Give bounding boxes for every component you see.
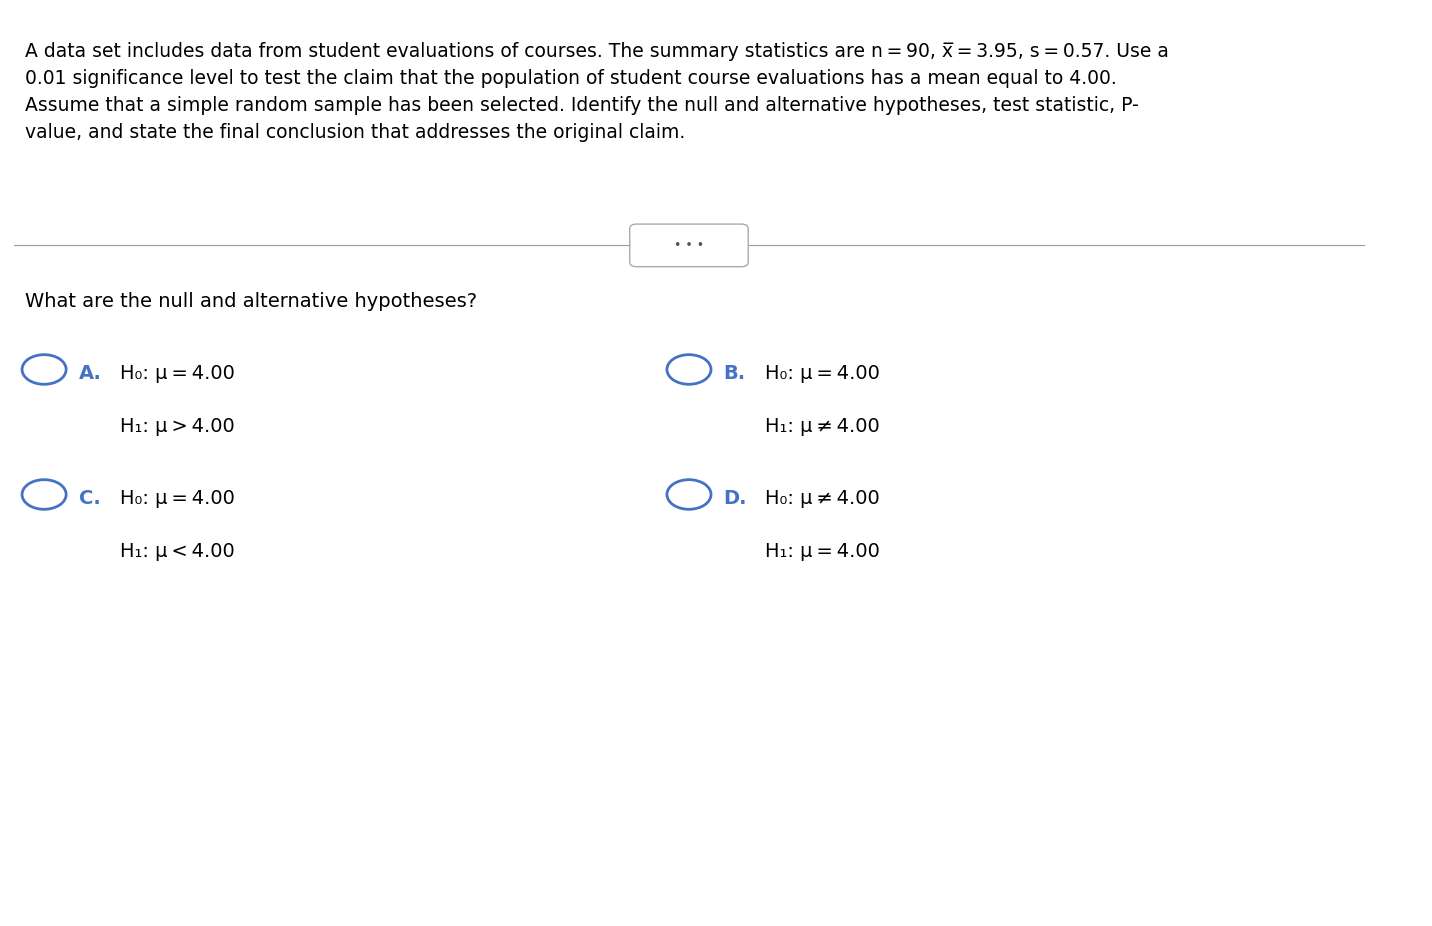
Text: H₀: μ ≠ 4.00: H₀: μ ≠ 4.00 xyxy=(765,489,879,508)
Text: What are the null and alternative hypotheses?: What are the null and alternative hypoth… xyxy=(24,292,477,311)
Text: D.: D. xyxy=(723,489,748,508)
Text: A.: A. xyxy=(79,364,102,383)
Text: H₀: μ = 4.00: H₀: μ = 4.00 xyxy=(120,489,235,508)
Text: H₁: μ ≠ 4.00: H₁: μ ≠ 4.00 xyxy=(765,417,879,436)
Text: • • •: • • • xyxy=(674,239,705,252)
Text: H₁: μ = 4.00: H₁: μ = 4.00 xyxy=(765,542,879,561)
Text: H₀: μ = 4.00: H₀: μ = 4.00 xyxy=(120,364,235,383)
Text: B.: B. xyxy=(723,364,746,383)
Text: H₀: μ = 4.00: H₀: μ = 4.00 xyxy=(765,364,879,383)
Text: H₁: μ < 4.00: H₁: μ < 4.00 xyxy=(120,542,235,561)
Text: C.: C. xyxy=(79,489,100,508)
Text: A data set includes data from student evaluations of courses. The summary statis: A data set includes data from student ev… xyxy=(24,42,1169,143)
FancyBboxPatch shape xyxy=(630,224,749,267)
Text: H₁: μ > 4.00: H₁: μ > 4.00 xyxy=(120,417,235,436)
